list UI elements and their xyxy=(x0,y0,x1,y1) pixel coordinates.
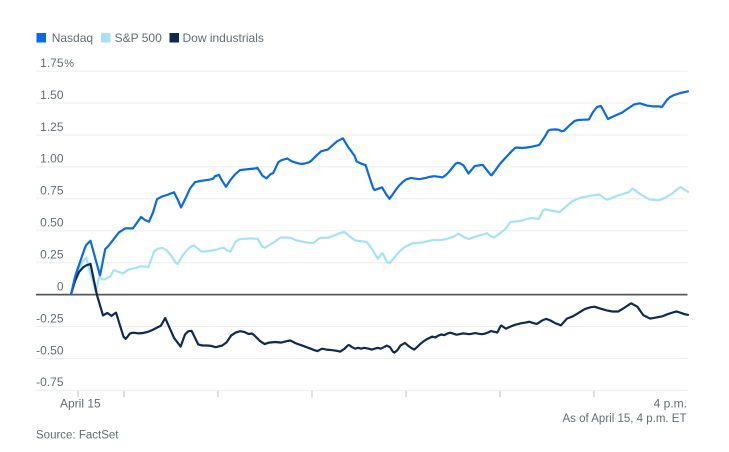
svg-text:As of April 15, 4 p.m. ET: As of April 15, 4 p.m. ET xyxy=(563,413,687,425)
svg-text:1.00: 1.00 xyxy=(40,152,64,166)
svg-text:S&P 500: S&P 500 xyxy=(115,31,162,45)
svg-text:0.75: 0.75 xyxy=(40,184,64,198)
svg-text:-0.75: -0.75 xyxy=(36,375,64,389)
svg-text:1.50: 1.50 xyxy=(40,88,64,102)
svg-text:%: % xyxy=(64,58,74,70)
svg-text:0.25: 0.25 xyxy=(40,248,64,262)
svg-text:0: 0 xyxy=(57,279,64,293)
svg-text:Nasdaq: Nasdaq xyxy=(52,31,93,45)
svg-text:Source: FactSet: Source: FactSet xyxy=(36,430,119,442)
svg-text:1.25: 1.25 xyxy=(40,120,64,134)
svg-text:April 15: April 15 xyxy=(60,397,101,411)
svg-text:1.75: 1.75 xyxy=(40,56,64,70)
svg-text:Dow industrials: Dow industrials xyxy=(183,31,264,45)
svg-text:0.50: 0.50 xyxy=(40,216,64,230)
svg-text:-0.50: -0.50 xyxy=(36,343,64,357)
svg-text:-0.25: -0.25 xyxy=(36,311,64,325)
svg-text:4 p.m.: 4 p.m. xyxy=(654,397,687,411)
